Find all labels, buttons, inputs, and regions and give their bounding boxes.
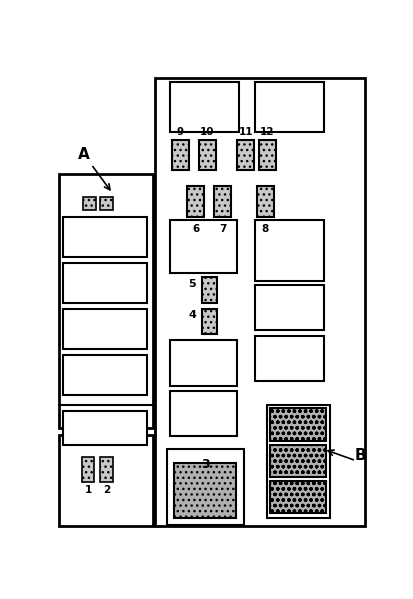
Bar — [83, 196, 96, 210]
Bar — [59, 435, 153, 526]
Bar — [100, 196, 113, 210]
Bar — [255, 336, 325, 380]
Text: A: A — [78, 147, 89, 162]
Bar — [170, 340, 237, 386]
Bar — [199, 140, 216, 171]
Bar — [188, 186, 204, 217]
Bar — [170, 82, 239, 132]
Text: B: B — [355, 448, 366, 463]
Bar — [155, 78, 365, 526]
Text: 5: 5 — [188, 279, 196, 289]
Bar — [100, 457, 113, 482]
Bar — [202, 277, 217, 303]
Bar — [214, 186, 231, 217]
Bar — [270, 444, 326, 477]
Bar — [255, 285, 325, 330]
Text: 12: 12 — [260, 128, 275, 137]
Bar — [59, 174, 153, 428]
Bar — [174, 463, 236, 519]
Text: 8: 8 — [261, 223, 269, 234]
Text: 11: 11 — [239, 128, 253, 137]
Bar — [64, 309, 147, 349]
Text: 6: 6 — [192, 223, 199, 234]
Bar — [170, 391, 237, 436]
Bar — [270, 409, 326, 441]
Text: 9: 9 — [177, 128, 184, 137]
Bar — [172, 140, 189, 171]
Bar — [64, 263, 147, 303]
Bar — [237, 140, 254, 171]
Bar — [255, 220, 325, 280]
Text: 7: 7 — [219, 223, 226, 234]
Bar — [64, 411, 147, 445]
Bar — [257, 186, 274, 217]
Text: 2: 2 — [103, 485, 110, 495]
Text: 1: 1 — [84, 485, 92, 495]
Text: 10: 10 — [200, 128, 215, 137]
Bar — [270, 481, 326, 513]
Text: 4: 4 — [188, 310, 196, 320]
Bar — [82, 457, 94, 482]
Bar — [267, 404, 330, 519]
Text: 3: 3 — [201, 458, 209, 471]
Bar — [255, 82, 325, 132]
Bar — [202, 309, 217, 334]
Bar — [166, 449, 244, 525]
Bar — [64, 217, 147, 257]
Bar — [64, 355, 147, 395]
Bar — [259, 140, 276, 171]
Bar — [170, 220, 237, 273]
